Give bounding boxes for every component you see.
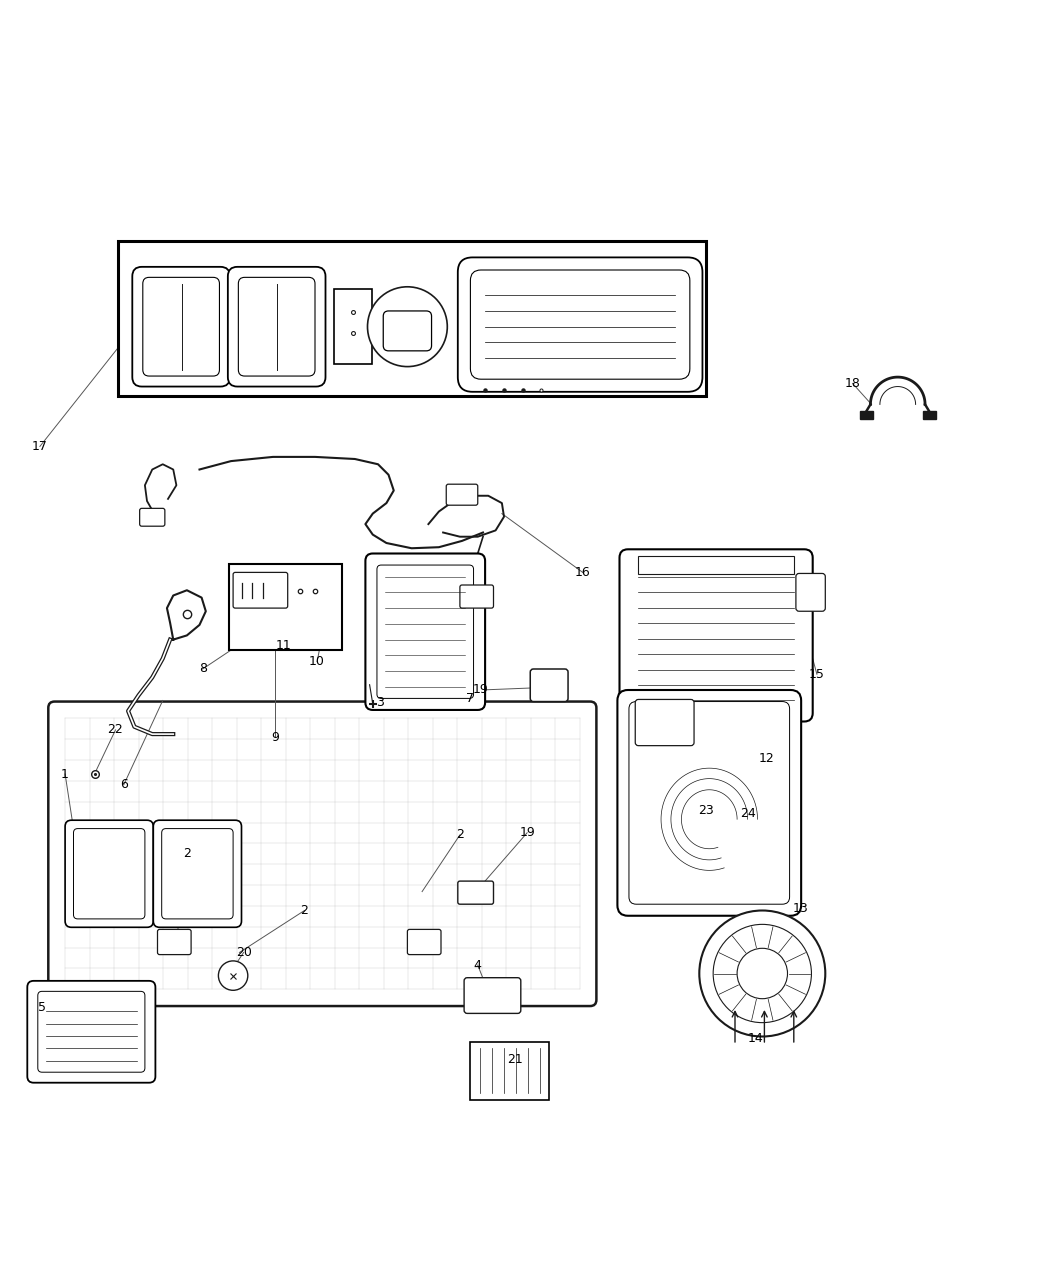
FancyBboxPatch shape [464, 978, 521, 1014]
Circle shape [713, 924, 812, 1023]
Text: 17: 17 [32, 440, 48, 453]
Text: 21: 21 [506, 1053, 523, 1066]
Bar [118, 241, 706, 397]
FancyBboxPatch shape [228, 266, 326, 386]
Text: 6: 6 [120, 778, 128, 790]
FancyBboxPatch shape [629, 701, 790, 904]
FancyBboxPatch shape [162, 829, 233, 919]
Text: 1: 1 [61, 768, 69, 780]
FancyBboxPatch shape [65, 820, 153, 927]
FancyBboxPatch shape [143, 278, 219, 376]
FancyBboxPatch shape [620, 550, 813, 722]
Text: 4: 4 [474, 959, 482, 972]
FancyBboxPatch shape [635, 700, 694, 746]
Text: 20: 20 [235, 946, 252, 959]
Text: 13: 13 [793, 901, 808, 915]
Text: 23: 23 [697, 805, 714, 817]
Circle shape [699, 910, 825, 1037]
FancyBboxPatch shape [365, 553, 485, 710]
Text: 18: 18 [844, 377, 861, 390]
Circle shape [368, 287, 447, 367]
FancyBboxPatch shape [407, 929, 441, 955]
FancyBboxPatch shape [27, 980, 155, 1082]
Text: 10: 10 [309, 655, 326, 668]
FancyBboxPatch shape [617, 690, 801, 915]
FancyBboxPatch shape [377, 565, 474, 699]
Bar [860, 411, 873, 419]
Bar [334, 289, 372, 365]
Text: 16: 16 [575, 566, 590, 579]
FancyBboxPatch shape [158, 929, 191, 955]
FancyBboxPatch shape [38, 992, 145, 1072]
Text: 12: 12 [758, 752, 775, 765]
FancyBboxPatch shape [470, 270, 690, 379]
Text: 8: 8 [198, 663, 207, 676]
Bar [638, 556, 794, 575]
Text: 2: 2 [183, 848, 191, 861]
Text: 2: 2 [456, 829, 464, 842]
Text: 15: 15 [808, 668, 825, 681]
Bar [470, 1042, 549, 1099]
Polygon shape [167, 590, 206, 640]
FancyBboxPatch shape [132, 266, 230, 386]
Text: 24: 24 [739, 807, 755, 820]
FancyBboxPatch shape [530, 669, 568, 701]
FancyBboxPatch shape [153, 820, 242, 927]
FancyBboxPatch shape [446, 484, 478, 505]
FancyBboxPatch shape [460, 585, 493, 608]
Text: 11: 11 [275, 639, 292, 653]
Circle shape [218, 961, 248, 991]
FancyBboxPatch shape [74, 829, 145, 919]
Text: 7: 7 [466, 692, 475, 705]
Bar [229, 564, 342, 650]
FancyBboxPatch shape [383, 311, 432, 351]
Circle shape [737, 949, 788, 998]
FancyBboxPatch shape [796, 574, 825, 611]
Text: 22: 22 [107, 723, 124, 737]
Bar [923, 411, 936, 419]
Text: 19: 19 [472, 683, 489, 696]
Text: 14: 14 [748, 1031, 764, 1046]
Text: 5: 5 [38, 1001, 46, 1014]
FancyBboxPatch shape [233, 572, 288, 608]
FancyBboxPatch shape [48, 701, 596, 1006]
Text: 3: 3 [376, 696, 384, 709]
Text: 2: 2 [300, 904, 309, 917]
FancyBboxPatch shape [458, 258, 702, 391]
Text: 19: 19 [519, 826, 536, 839]
FancyBboxPatch shape [140, 509, 165, 527]
FancyBboxPatch shape [458, 881, 494, 904]
Text: 9: 9 [271, 731, 279, 743]
FancyBboxPatch shape [238, 278, 315, 376]
